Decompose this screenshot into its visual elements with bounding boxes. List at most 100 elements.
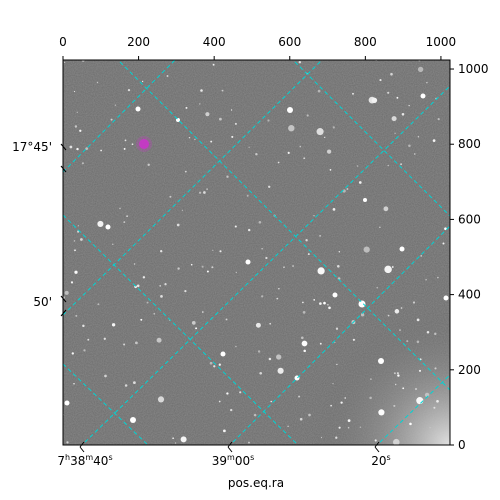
grid-line [229,225,450,445]
star [334,341,336,344]
star [203,191,206,194]
star [181,209,184,211]
star-field [63,60,449,445]
star [96,81,99,84]
star [212,63,215,66]
star [432,139,436,142]
star [100,149,102,152]
star [360,313,365,317]
star [234,225,237,228]
star [201,265,204,268]
star [276,297,279,300]
star [301,340,308,347]
bright-star [220,351,226,357]
star [335,436,338,439]
star [416,397,424,405]
bright-star [64,400,70,406]
star [429,426,431,429]
star [124,384,128,387]
star [70,281,74,284]
star [425,279,427,281]
star [259,371,263,375]
star [83,349,86,352]
star [184,170,187,173]
star [141,80,144,83]
star [268,185,271,188]
dec-tick-label: 17°45' [12,140,52,154]
star [248,441,250,444]
star [332,382,334,385]
top-axis: 0 200 400 600 800 1000 [59,35,456,60]
star [376,287,378,289]
star [426,330,430,334]
star [110,118,113,121]
bright-star [332,292,338,298]
star [219,117,222,121]
star [370,378,372,380]
star [172,437,174,440]
star [390,72,393,76]
star [164,283,167,286]
star [71,352,74,355]
target-marker-halo [136,136,152,152]
star [437,118,440,121]
star [166,75,169,77]
right-axis: 0 200 400 600 800 1000 [450,62,489,452]
bright-star [378,358,384,364]
star [283,266,285,268]
star [397,374,400,377]
star [306,114,309,117]
star [97,303,100,306]
grid-line [63,60,176,173]
star [258,220,262,224]
dec-tick-mark [60,143,67,173]
star [338,426,341,429]
grid-line [81,85,450,445]
star [246,194,249,197]
star [394,309,400,314]
star [277,367,284,374]
star [299,417,303,421]
ra-tick-mark [79,441,85,453]
bright-star [358,300,366,308]
bright-star [363,198,367,202]
star [169,195,172,198]
star [114,104,117,106]
star [344,397,347,399]
star [340,401,343,404]
star [374,439,377,442]
star [395,383,397,386]
star [391,266,394,268]
star [414,153,416,155]
star [328,306,331,310]
top-tick-label: 800 [354,35,377,49]
star [387,164,389,167]
star [408,144,411,148]
star [123,221,126,223]
star [412,301,416,304]
star [302,311,306,314]
star [225,318,228,321]
star [330,404,332,407]
star [267,119,270,122]
star [336,363,338,366]
star [176,223,180,227]
star [332,208,336,211]
star [415,388,417,390]
star [317,89,321,93]
ra-tick-mark [374,441,380,453]
star [300,336,304,340]
right-tick-label: 800 [458,137,481,151]
star [119,207,121,210]
star [212,249,214,252]
star [218,363,221,366]
star [317,267,325,275]
star [174,442,177,444]
star [287,151,290,154]
ra-tick-label: 39m00s [212,453,255,468]
star [157,396,165,403]
star [277,161,280,164]
star [378,409,385,416]
star [63,61,66,64]
